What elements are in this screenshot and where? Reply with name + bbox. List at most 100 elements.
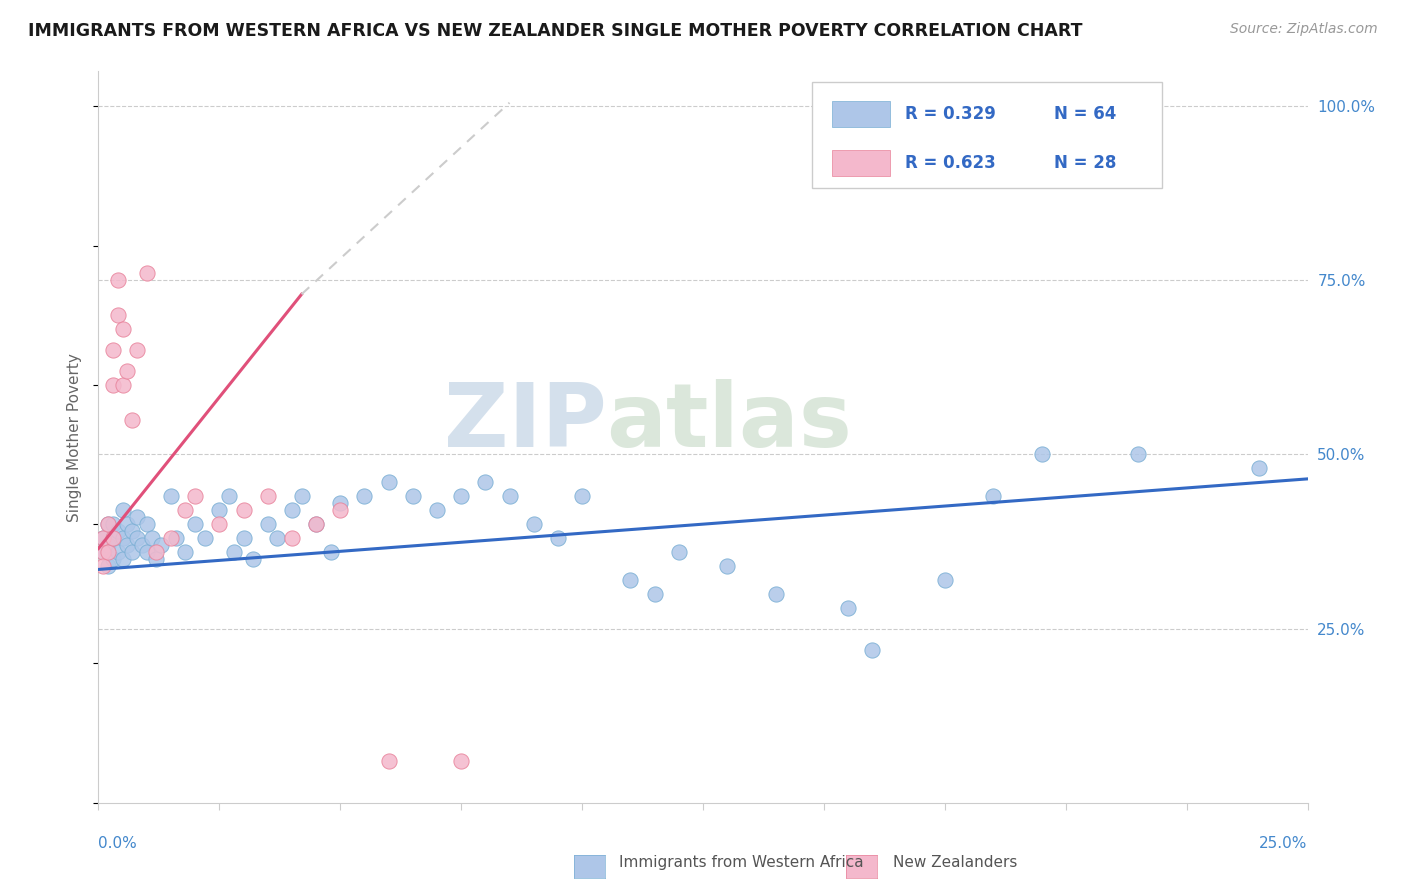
Point	[837, 600, 859, 615]
Point	[208, 503, 231, 517]
Point	[107, 308, 129, 322]
Point	[174, 545, 197, 559]
Point	[426, 503, 449, 517]
Point	[117, 538, 139, 552]
Text: R = 0.623: R = 0.623	[905, 153, 995, 172]
Point	[668, 545, 690, 559]
Point	[145, 552, 167, 566]
Point	[91, 531, 114, 545]
Text: 25.0%: 25.0%	[1260, 836, 1308, 851]
Point	[329, 503, 352, 517]
Point	[256, 489, 278, 503]
Point	[174, 503, 197, 517]
Point	[101, 552, 124, 566]
Point	[523, 517, 546, 532]
Point	[208, 517, 231, 532]
FancyBboxPatch shape	[811, 82, 1163, 188]
Point	[117, 517, 139, 532]
Point	[281, 531, 304, 545]
Point	[1031, 448, 1053, 462]
Point	[474, 475, 496, 490]
Point	[101, 517, 124, 532]
Point	[450, 489, 472, 503]
Point	[97, 538, 120, 552]
Point	[165, 531, 187, 545]
Point	[97, 545, 120, 559]
Point	[402, 489, 425, 503]
Point	[97, 517, 120, 532]
Point	[101, 531, 124, 545]
Point	[111, 322, 134, 336]
Point	[111, 531, 134, 545]
Point	[91, 531, 114, 545]
Point	[184, 489, 207, 503]
Point	[981, 489, 1004, 503]
Point	[101, 531, 124, 545]
Point	[716, 558, 738, 573]
Point	[107, 273, 129, 287]
Point	[121, 545, 143, 559]
Point	[377, 754, 399, 768]
Text: N = 64: N = 64	[1053, 104, 1116, 123]
Point	[107, 524, 129, 538]
Point	[184, 517, 207, 532]
Point	[281, 503, 304, 517]
Point	[121, 524, 143, 538]
Point	[121, 412, 143, 426]
Point	[111, 552, 134, 566]
Point	[91, 558, 114, 573]
Point	[141, 531, 163, 545]
Point	[218, 489, 240, 503]
Point	[644, 587, 666, 601]
Point	[101, 377, 124, 392]
Text: R = 0.329: R = 0.329	[905, 104, 995, 123]
FancyBboxPatch shape	[832, 101, 890, 127]
Point	[450, 754, 472, 768]
Point	[571, 489, 593, 503]
Point	[765, 587, 787, 601]
Point	[135, 545, 157, 559]
Text: IMMIGRANTS FROM WESTERN AFRICA VS NEW ZEALANDER SINGLE MOTHER POVERTY CORRELATIO: IMMIGRANTS FROM WESTERN AFRICA VS NEW ZE…	[28, 22, 1083, 40]
Point	[619, 573, 641, 587]
Text: Source: ZipAtlas.com: Source: ZipAtlas.com	[1230, 22, 1378, 37]
FancyBboxPatch shape	[832, 150, 890, 176]
Point	[934, 573, 956, 587]
Point	[131, 538, 153, 552]
Point	[377, 475, 399, 490]
Point	[305, 517, 328, 532]
Point	[242, 552, 264, 566]
Point	[111, 503, 134, 517]
Point	[91, 545, 114, 559]
Point	[266, 531, 288, 545]
Point	[353, 489, 375, 503]
Y-axis label: Single Mother Poverty: Single Mother Poverty	[67, 352, 83, 522]
Point	[91, 545, 114, 559]
Point	[194, 531, 217, 545]
Point	[329, 496, 352, 510]
Text: Immigrants from Western Africa: Immigrants from Western Africa	[619, 855, 863, 870]
Point	[232, 503, 254, 517]
Point	[101, 343, 124, 357]
Text: N = 28: N = 28	[1053, 153, 1116, 172]
Point	[160, 531, 183, 545]
Point	[107, 545, 129, 559]
Text: 0.0%: 0.0%	[98, 836, 138, 851]
Point	[305, 517, 328, 532]
Point	[150, 538, 173, 552]
Point	[117, 364, 139, 378]
Point	[127, 510, 149, 524]
Point	[127, 531, 149, 545]
Point	[160, 489, 183, 503]
Point	[97, 517, 120, 532]
Point	[222, 545, 245, 559]
Point	[232, 531, 254, 545]
Text: ZIP: ZIP	[443, 379, 606, 466]
Text: New Zealanders: New Zealanders	[893, 855, 1017, 870]
Point	[1249, 461, 1271, 475]
Point	[498, 489, 520, 503]
Point	[319, 545, 342, 559]
Point	[97, 558, 120, 573]
Point	[547, 531, 569, 545]
Point	[135, 517, 157, 532]
Point	[127, 343, 149, 357]
